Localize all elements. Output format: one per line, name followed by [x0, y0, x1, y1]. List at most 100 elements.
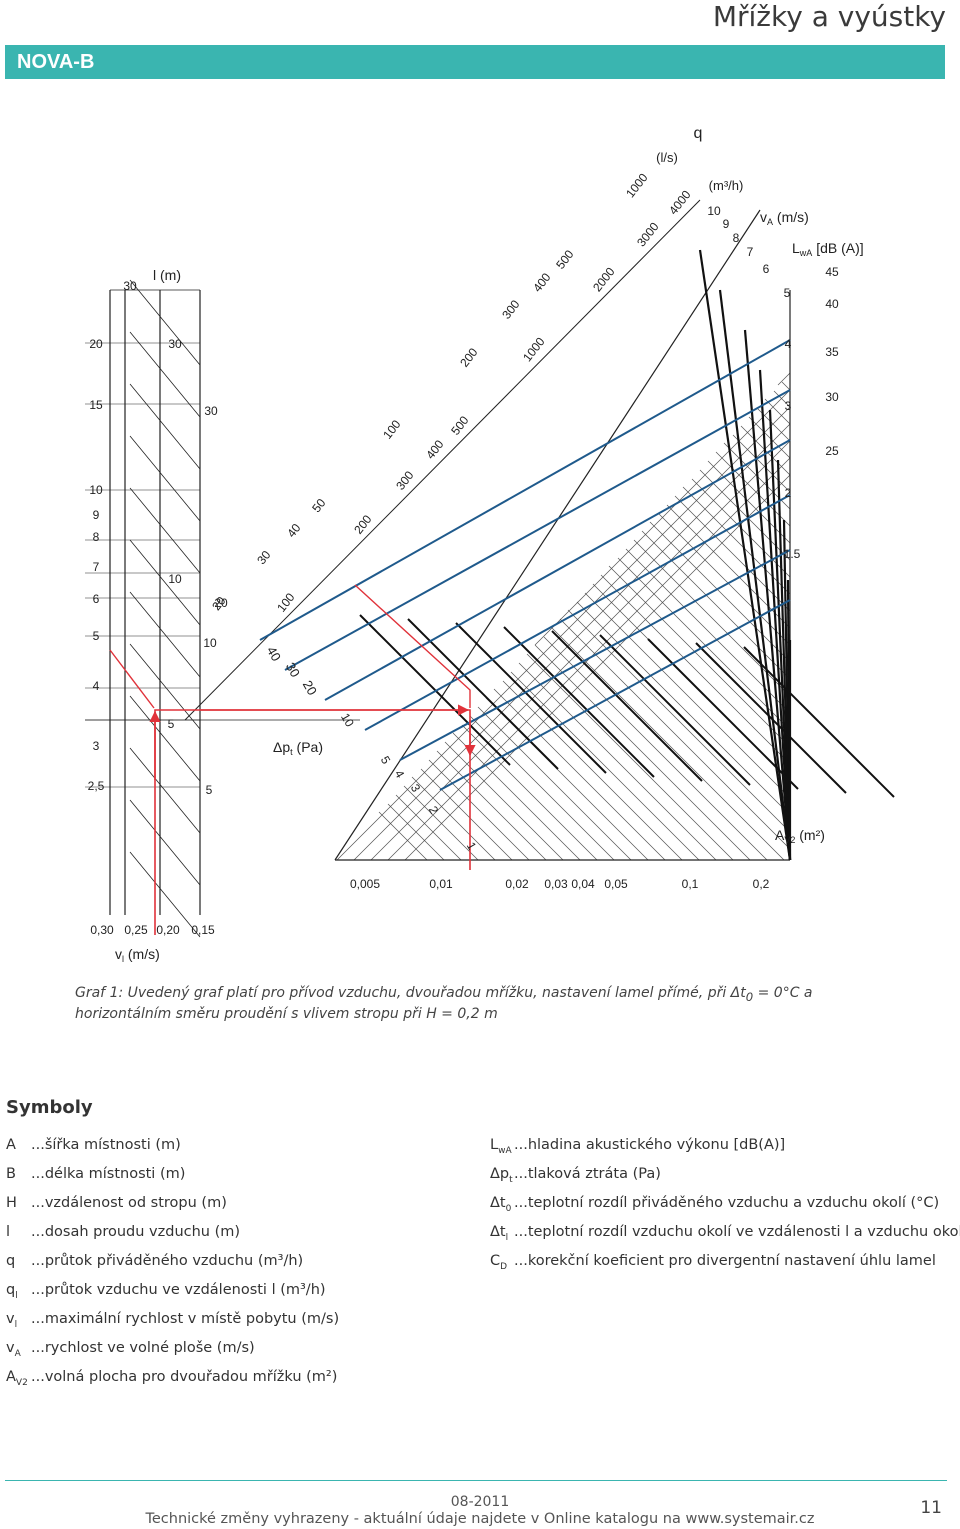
q-m3h-tick: 3000 — [634, 219, 662, 249]
lwa-line — [647, 638, 799, 790]
grid-line-falling — [600, 574, 791, 765]
area-lines — [259, 339, 791, 791]
l-mid-tick: 10 — [203, 636, 217, 650]
page-number: 11 — [920, 1498, 942, 1518]
l-diag-line — [129, 487, 201, 574]
symbol-description: ...délka místnosti (m) — [31, 1166, 186, 1182]
header-band: NOVA-B — [5, 45, 945, 79]
nomogram-chart: q(l/s)(m³/h)l (m)3020151098765432,530301… — [85, 125, 895, 964]
va-line — [698, 249, 792, 861]
symbol-code: vA — [6, 1340, 21, 1359]
caption-sub: 0 — [745, 989, 754, 1004]
va-tick: 7 — [747, 245, 754, 259]
lwa-line — [359, 614, 511, 766]
l-diag-line — [129, 851, 201, 938]
area-line — [399, 549, 791, 761]
l-mid-tick: 30 — [204, 404, 218, 418]
l-left-tick: 8 — [93, 530, 100, 544]
lwa-line — [503, 626, 655, 778]
q-ls-tick: 30 — [254, 548, 273, 567]
q-ls-tick: 1000 — [623, 170, 651, 200]
l-mid-tick: 10 — [168, 572, 182, 586]
dp-tick-lower: 1 — [464, 840, 480, 853]
page-title: Mřížky a vyústky — [712, 0, 946, 33]
grid-line-falling — [469, 715, 615, 861]
grid-line-falling — [444, 741, 564, 861]
grid-line-falling — [559, 618, 791, 850]
l-diag-line — [129, 539, 201, 626]
dp-tick-lower: 5 — [378, 754, 394, 767]
lwa-line — [551, 630, 703, 782]
l-diag-line — [129, 695, 201, 782]
va-tick: 5 — [784, 286, 791, 300]
l-left-tick: 30 — [123, 279, 137, 293]
av2-tick: 0,01 — [429, 877, 453, 891]
q-ls-tick: 500 — [553, 247, 577, 272]
area-line — [259, 339, 791, 641]
av2-label: AV2 (m²) — [775, 827, 825, 845]
symbol-code: A — [6, 1137, 16, 1153]
grid-line-falling — [510, 671, 700, 861]
av2-tick: 0,03 — [544, 877, 568, 891]
grid-line-falling — [773, 390, 791, 408]
q-ls-tick: 300 — [499, 297, 523, 322]
lwa-line — [407, 618, 559, 770]
area-line — [364, 494, 791, 731]
va-tick: 2 — [785, 486, 792, 500]
q-ls-unit: (l/s) — [656, 150, 678, 165]
symbol-description: ...hladina akustického výkonu [dB(A)] — [514, 1137, 786, 1153]
example-l-link — [109, 649, 155, 709]
grid-line-falling — [378, 811, 428, 861]
grid-line-falling — [543, 636, 768, 861]
grid-line-falling — [576, 601, 791, 816]
l-left-tick: 4 — [93, 679, 100, 693]
l-diag-line — [129, 799, 201, 886]
grid-line-rising — [777, 372, 791, 386]
symbol-description: ...průtok přiváděného vzduchu (m³/h) — [31, 1253, 304, 1269]
symbol-code: CD — [490, 1253, 508, 1272]
va-tick: 3 — [785, 399, 792, 413]
va-line — [743, 329, 792, 861]
lwa-tick: 45 — [825, 265, 839, 279]
grid-line-falling — [428, 759, 530, 861]
va-line — [718, 289, 792, 861]
l-left-tick: 9 — [93, 508, 100, 522]
l-mid-tick: 5 — [168, 717, 175, 731]
lwa-label: LwA [dB (A)] — [792, 240, 864, 258]
dp-tick-lower: 10 — [338, 711, 357, 730]
dp-tick-upper: 20 — [300, 678, 320, 698]
grid-line-falling — [748, 416, 791, 459]
lwa-line — [695, 642, 847, 794]
example-path — [109, 584, 476, 935]
grid-line-falling — [534, 644, 751, 861]
vl-tick: 0,20 — [156, 923, 180, 937]
diagonal-lines — [184, 199, 895, 861]
l-diag-line — [129, 331, 201, 418]
area-line — [324, 439, 791, 701]
vl-tick: 0,15 — [191, 923, 215, 937]
l-mid-tick: 30 — [168, 337, 182, 351]
av2-tick: 0,2 — [753, 877, 770, 891]
grid-line-falling — [526, 653, 734, 861]
dp-tick-upper: 40 — [264, 644, 284, 664]
symbol-description: ...teplotní rozdíl přiváděného vzduchu a… — [514, 1195, 940, 1211]
grid-line-falling — [477, 706, 632, 861]
va-tick: 4 — [785, 337, 792, 351]
va-tick: 9 — [723, 217, 730, 231]
l-left-tick: 3 — [93, 739, 100, 753]
q-ls-tick: 400 — [530, 270, 554, 295]
symbol-code: AV2 — [6, 1369, 28, 1388]
l-left-tick: 6 — [93, 592, 100, 606]
l-left-tick: 20 — [89, 337, 103, 351]
grid-line-falling — [764, 398, 791, 425]
q-ls-tick: 200 — [457, 345, 481, 370]
va-label: vA (m/s) — [760, 209, 809, 227]
va-tick: 8 — [733, 231, 740, 245]
grid-line-falling — [584, 592, 791, 799]
l-left-tick: 7 — [93, 560, 100, 574]
va-tick: 10 — [707, 204, 721, 218]
symbol-code: l — [6, 1224, 11, 1240]
grid-line-falling — [617, 557, 791, 731]
l-left-tick: 5 — [93, 629, 100, 643]
symbol-description: ...šířka místnosti (m) — [31, 1137, 181, 1153]
